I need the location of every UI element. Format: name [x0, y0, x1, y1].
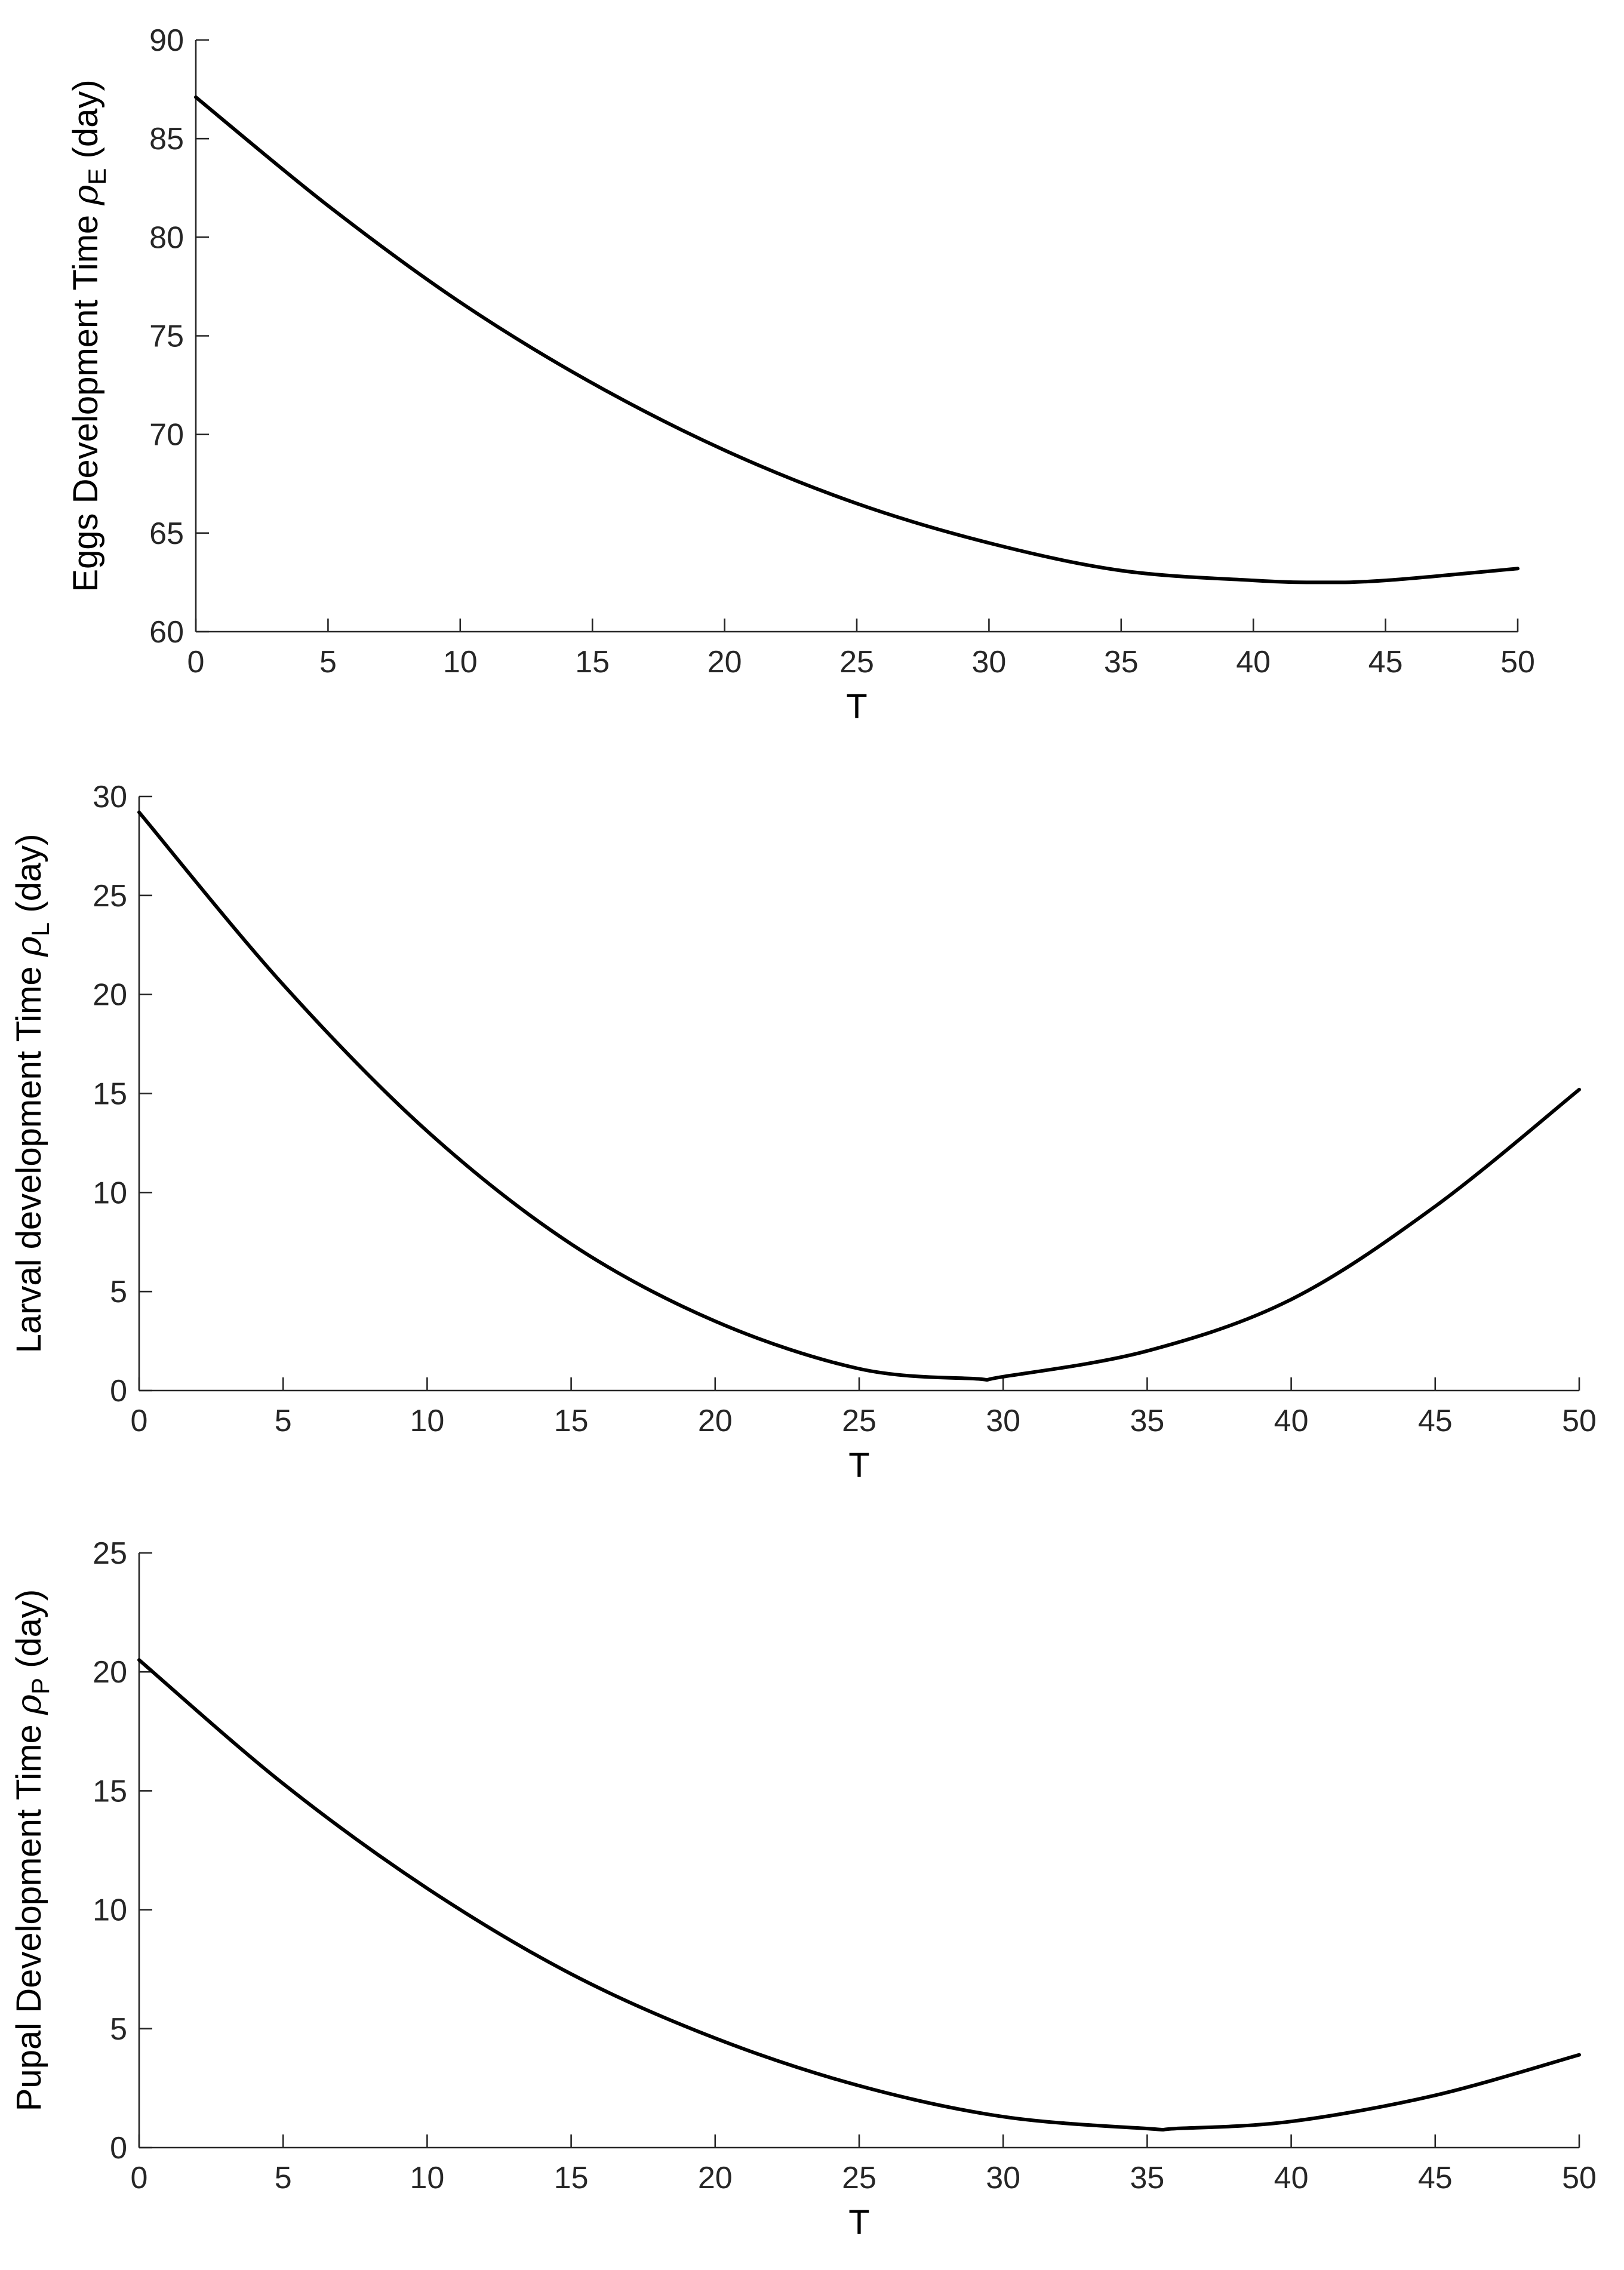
- pupal-y-tick-label: 10: [93, 1893, 127, 1928]
- larval-x-tick-label: 30: [986, 1404, 1020, 1438]
- pupal-y-tick-label: 0: [110, 2131, 127, 2166]
- eggs-x-tick-label: 15: [575, 645, 610, 679]
- pupal-y-tick-label: 15: [93, 1774, 127, 1808]
- eggs-y-axis-label: Eggs Development Time ρE (day): [65, 79, 111, 592]
- eggs-development-panel: 0 5 10 15 20 25 30 35 40 45 50 60 65 70 75 80 85 90 T Eggs …: [65, 23, 1535, 726]
- pupal-x-tick-label: 45: [1418, 2161, 1453, 2195]
- larval-x-axis-label: T: [848, 1446, 869, 1485]
- pupal-x-tick-label: 35: [1130, 2161, 1164, 2195]
- larval-x-tick-label: 25: [842, 1404, 876, 1438]
- pupal-x-tick-label: 5: [275, 2161, 292, 2195]
- pupal-x-tick-label: 30: [986, 2161, 1020, 2195]
- eggs-x-tick-label: 40: [1236, 645, 1271, 679]
- eggs-series-line: [194, 95, 1520, 585]
- larval-x-tick-label: 0: [131, 1404, 148, 1438]
- eggs-x-tick-label: 30: [971, 645, 1006, 679]
- larval-y-tick-label: 30: [93, 780, 127, 814]
- larval-x-tick-label: 5: [275, 1404, 292, 1438]
- eggs-x-tick-label: 5: [319, 645, 337, 679]
- pupal-x-tick-label: 50: [1562, 2161, 1597, 2195]
- eggs-y-tick-label: 90: [149, 23, 184, 58]
- larval-series-line: [137, 810, 1581, 1382]
- pupal-x-tick-label: 40: [1274, 2161, 1309, 2195]
- larval-y-tick-label: 15: [93, 1077, 127, 1112]
- eggs-x-tick-label: 50: [1500, 645, 1535, 679]
- larval-y-axis-label: Larval development Time ρL (day): [8, 834, 54, 1354]
- larval-x-tick-label: 45: [1418, 1404, 1453, 1438]
- larval-x-tick-label: 50: [1562, 1404, 1597, 1438]
- larval-y-tick-label: 5: [110, 1275, 127, 1309]
- eggs-y-tick-label: 60: [149, 615, 184, 650]
- eggs-x-tick-label: 25: [839, 645, 874, 679]
- pupal-x-tick-label: 25: [842, 2161, 876, 2195]
- pupal-development-panel: 0 5 10 15 20 25 30 35 40 45 50 0 5 10 15 20 25 T Pupal Dev…: [8, 1536, 1597, 2242]
- pupal-x-tick-label: 20: [698, 2161, 733, 2195]
- pupal-y-tick-label: 20: [93, 1655, 127, 1690]
- larval-x-tick-label: 10: [410, 1404, 444, 1438]
- eggs-y-tick-label: 65: [149, 516, 184, 551]
- eggs-y-tick-label: 80: [149, 220, 184, 255]
- eggs-x-tick-label: 20: [708, 645, 742, 679]
- pupal-series-line: [137, 1658, 1581, 2132]
- eggs-x-tick-label: 0: [187, 645, 205, 679]
- larval-y-tick-label: 0: [110, 1374, 127, 1408]
- larval-y-tick-label: 25: [93, 879, 127, 913]
- pupal-x-tick-label: 0: [131, 2161, 148, 2195]
- eggs-x-tick-label: 35: [1104, 645, 1139, 679]
- pupal-x-axis-label: T: [848, 2203, 869, 2242]
- pupal-x-tick-label: 15: [554, 2161, 589, 2195]
- larval-x-tick-label: 20: [698, 1404, 733, 1438]
- eggs-x-tick-label: 45: [1368, 645, 1403, 679]
- pupal-y-tick-label: 5: [110, 2012, 127, 2047]
- eggs-y-tick-label: 85: [149, 122, 184, 156]
- larval-x-tick-label: 35: [1130, 1404, 1164, 1438]
- larval-development-panel: 0 5 10 15 20 25 30 35 40 45 50 0 5 10 15 20 25 30 T Larval …: [8, 780, 1597, 1485]
- eggs-y-tick-label: 70: [149, 418, 184, 453]
- larval-y-tick-label: 10: [93, 1176, 127, 1210]
- larval-y-tick-label: 20: [93, 978, 127, 1013]
- larval-x-tick-label: 40: [1274, 1404, 1309, 1438]
- larval-x-tick-label: 15: [554, 1404, 589, 1438]
- pupal-y-axis-label: Pupal Development Time ρP (day): [8, 1589, 54, 2112]
- pupal-x-tick-label: 10: [410, 2161, 444, 2195]
- pupal-y-tick-label: 25: [93, 1536, 127, 1571]
- eggs-x-tick-label: 10: [443, 645, 478, 679]
- eggs-y-tick-label: 75: [149, 319, 184, 354]
- eggs-x-axis-label: T: [846, 687, 867, 726]
